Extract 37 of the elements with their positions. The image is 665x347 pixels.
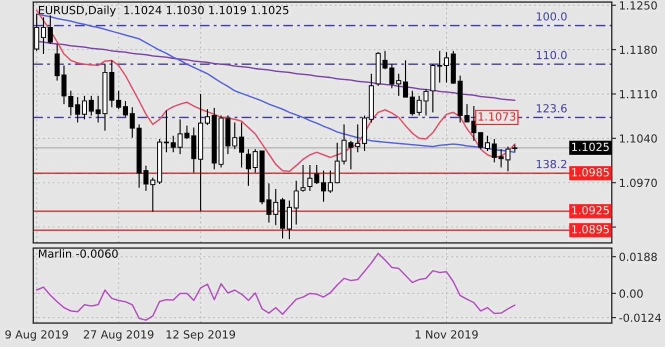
y-tick-label: 0.0188 xyxy=(619,252,657,262)
ref-line-label: 1.0895 xyxy=(572,225,609,234)
candlestick xyxy=(484,135,490,152)
candlestick xyxy=(382,50,388,70)
candlestick xyxy=(61,64,67,105)
candlestick xyxy=(48,14,53,44)
ref-line-label: 1.0925 xyxy=(572,206,609,214)
x-tick-label: 1 Nov 2019 xyxy=(416,330,478,339)
chart-title: Marlin -0.0060 xyxy=(38,249,118,258)
text: 100.0 xyxy=(536,12,567,21)
x-tick-label: 12 Sep 2019 xyxy=(166,330,236,341)
y-tick-label: -0.0124 xyxy=(619,314,662,322)
candlestick xyxy=(444,52,450,84)
annotation: 1.1073 xyxy=(478,112,516,121)
y-tick-label: 1.1040 xyxy=(620,134,657,143)
y-tick-label: 1.1250 xyxy=(620,1,657,10)
candlestick xyxy=(342,124,347,165)
candlestick xyxy=(54,43,60,82)
text: 138.2 xyxy=(536,160,566,168)
y-tick-label: 0.00 xyxy=(619,289,643,298)
candlestick xyxy=(464,104,470,124)
y-tick-label: 1.1110 xyxy=(620,90,657,98)
candlestick xyxy=(122,100,128,118)
x-tick-label: 9 Aug 2019 xyxy=(5,330,68,341)
ref-line-label: 1.0985 xyxy=(572,168,609,176)
text: 110.0 xyxy=(536,50,567,60)
ref-line-label: 1.1025 xyxy=(572,142,609,152)
candlestick xyxy=(82,95,88,120)
y-tick-label: 1.1180 xyxy=(620,46,657,54)
text: 123.6 xyxy=(536,104,567,112)
candlestick xyxy=(40,16,46,55)
chart-title: EURUSD,Daily 1.1024 1.1030 1.1019 1.1025 xyxy=(38,6,288,16)
y-tick-label: 1.0970 xyxy=(620,178,657,188)
x-tick-label: 27 Aug 2019 xyxy=(84,330,154,341)
candlestick xyxy=(423,88,429,116)
candlestick xyxy=(505,146,511,172)
candlestick xyxy=(402,60,408,98)
